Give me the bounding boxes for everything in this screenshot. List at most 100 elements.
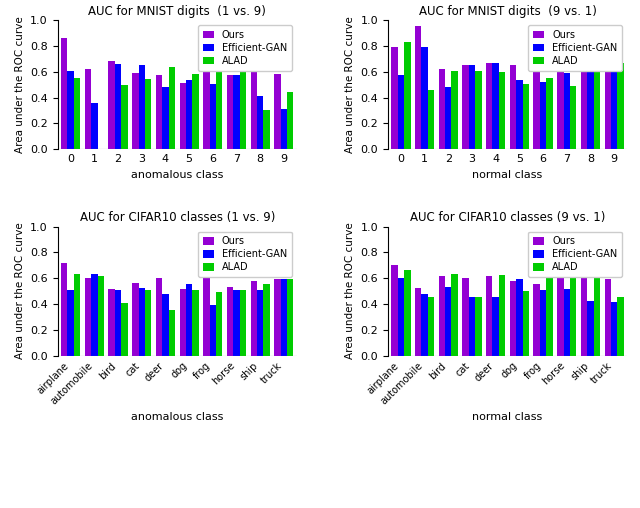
Bar [210, 305, 216, 356]
Y-axis label: Area under the ROC curve: Area under the ROC curve [15, 223, 24, 360]
Bar [594, 258, 600, 356]
Bar [84, 278, 91, 356]
Bar [564, 289, 570, 356]
Bar [475, 297, 481, 356]
Bar [421, 47, 428, 149]
Bar [257, 97, 264, 149]
Bar [428, 90, 434, 149]
Y-axis label: Area under the ROC curve: Area under the ROC curve [15, 16, 24, 153]
Bar [251, 281, 257, 356]
Bar [264, 110, 270, 149]
Bar [138, 288, 145, 356]
Title: AUC for MNIST digits  (9 vs. 1): AUC for MNIST digits (9 vs. 1) [419, 5, 596, 18]
Legend: Ours, Efficient-GAN, ALAD: Ours, Efficient-GAN, ALAD [528, 25, 622, 71]
Bar [162, 87, 168, 149]
Bar [510, 281, 516, 356]
Bar [287, 92, 294, 149]
Bar [404, 270, 410, 356]
Bar [240, 291, 246, 356]
Bar [192, 291, 198, 356]
Bar [156, 75, 162, 149]
Bar [438, 276, 445, 356]
Bar [275, 279, 281, 356]
Bar [618, 63, 624, 149]
X-axis label: anomalous class: anomalous class [131, 170, 223, 180]
Bar [588, 301, 594, 356]
Bar [227, 287, 234, 356]
Bar [468, 297, 475, 356]
Bar [570, 257, 577, 356]
Bar [216, 64, 223, 149]
Bar [594, 52, 600, 149]
Y-axis label: Area under the ROC curve: Area under the ROC curve [345, 223, 355, 360]
Bar [534, 66, 540, 149]
Bar [397, 75, 404, 149]
Bar [523, 83, 529, 149]
Bar [275, 74, 281, 149]
Bar [611, 64, 618, 149]
Bar [234, 291, 240, 356]
Bar [415, 26, 421, 149]
Bar [486, 276, 493, 356]
Title: AUC for CIFAR10 classes (1 vs. 9): AUC for CIFAR10 classes (1 vs. 9) [79, 211, 275, 224]
Bar [468, 65, 475, 149]
Bar [445, 287, 451, 356]
Bar [145, 79, 151, 149]
Bar [186, 284, 192, 356]
Bar [581, 67, 588, 149]
Bar [523, 291, 529, 356]
Bar [74, 78, 80, 149]
Bar [227, 75, 234, 149]
Bar [421, 294, 428, 356]
Bar [391, 265, 397, 356]
Bar [132, 283, 138, 356]
Bar [547, 276, 553, 356]
Bar [67, 291, 74, 356]
Bar [168, 310, 175, 356]
Bar [108, 61, 115, 149]
Bar [451, 71, 458, 149]
Bar [462, 65, 468, 149]
Bar [168, 68, 175, 149]
Bar [581, 266, 588, 356]
Bar [204, 68, 210, 149]
Bar [570, 86, 577, 149]
Bar [428, 297, 434, 356]
Bar [84, 69, 91, 149]
Bar [121, 85, 127, 149]
Bar [91, 104, 97, 149]
Bar [97, 276, 104, 356]
Bar [74, 274, 80, 356]
Bar [516, 80, 523, 149]
Bar [138, 65, 145, 149]
Bar [547, 78, 553, 149]
Bar [611, 302, 618, 356]
Bar [438, 69, 445, 149]
Title: AUC for MNIST digits  (1 vs. 9): AUC for MNIST digits (1 vs. 9) [88, 5, 266, 18]
Bar [499, 275, 506, 356]
Bar [493, 297, 499, 356]
Bar [391, 47, 397, 149]
Bar [605, 279, 611, 356]
Bar [121, 303, 127, 356]
Bar [67, 71, 74, 149]
Bar [264, 284, 270, 356]
Bar [108, 289, 115, 356]
X-axis label: normal class: normal class [472, 412, 543, 422]
Bar [475, 71, 481, 149]
Bar [115, 291, 121, 356]
Bar [510, 65, 516, 149]
Bar [499, 72, 506, 149]
Bar [557, 260, 564, 356]
Bar [415, 288, 421, 356]
Bar [287, 279, 294, 356]
Bar [404, 42, 410, 149]
Bar [216, 293, 223, 356]
Bar [91, 274, 97, 356]
Bar [115, 64, 121, 149]
Bar [251, 71, 257, 149]
Bar [534, 284, 540, 356]
Bar [451, 274, 458, 356]
Bar [445, 87, 451, 149]
Bar [145, 291, 151, 356]
